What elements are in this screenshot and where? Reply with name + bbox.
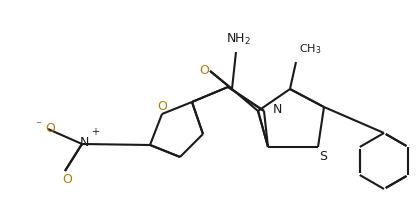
Text: ⁻: ⁻ <box>35 119 41 129</box>
Text: O: O <box>62 173 72 186</box>
Text: +: + <box>91 126 99 136</box>
Text: NH$_2$: NH$_2$ <box>225 32 251 47</box>
Text: N: N <box>273 103 282 116</box>
Text: O: O <box>157 100 167 113</box>
Text: S: S <box>319 150 327 163</box>
Text: O: O <box>199 63 209 76</box>
Text: O: O <box>45 122 55 135</box>
Text: CH$_3$: CH$_3$ <box>299 42 321 56</box>
Text: N: N <box>79 136 89 149</box>
